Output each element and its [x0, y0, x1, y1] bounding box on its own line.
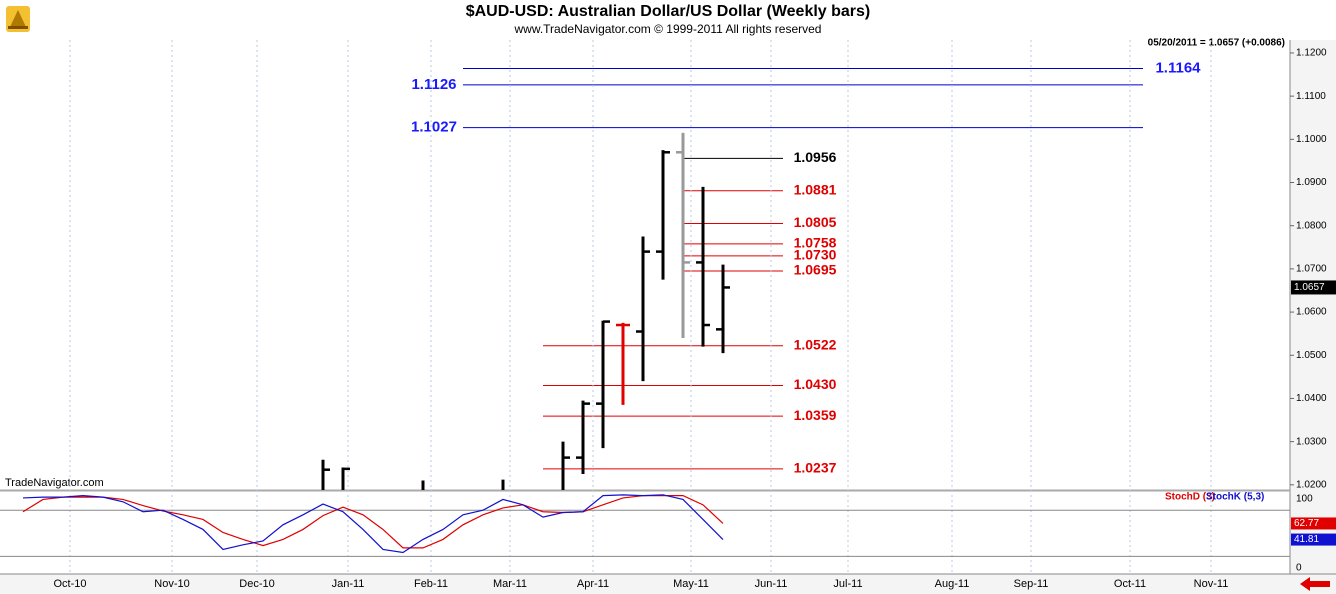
x-tick-label: Nov-10 — [154, 578, 189, 590]
y-tick-label: 1.0300 — [1296, 436, 1327, 447]
x-tick-label: Dec-10 — [239, 578, 274, 590]
y-tick-label: 1.0500 — [1296, 350, 1327, 361]
level-label: 1.1027 — [411, 119, 457, 136]
x-tick-label: Feb-11 — [414, 578, 448, 590]
value-tag — [1291, 517, 1336, 530]
logo — [6, 6, 30, 32]
stoch-line — [22, 495, 724, 549]
level-label: 1.1164 — [1155, 59, 1201, 76]
quote: 05/20/2011 = 1.0657 (+0.0086) — [1148, 38, 1285, 49]
y-tick-label: 1.0600 — [1296, 307, 1327, 318]
x-tick-label: Sep-11 — [1014, 578, 1049, 590]
price-pane: 1.1164 1.1126 1.1027 1.0956 1.0881 1.0805 1.07… — [321, 59, 1201, 490]
y-tick-label: 100 — [1296, 493, 1313, 504]
level-label: 1.0359 — [794, 407, 837, 423]
x-axis-strip — [0, 574, 1336, 594]
level-label: 1.0758 — [794, 235, 837, 251]
x-tick-label: Apr-11 — [577, 578, 609, 590]
value-tag-label: 62.77 — [1294, 518, 1319, 529]
x-tick-label: Oct-11 — [1114, 578, 1146, 590]
level-label: 1.0956 — [794, 149, 837, 165]
value-tag — [1291, 533, 1336, 546]
x-tick-label: Jan-11 — [332, 578, 365, 590]
stoch-line — [22, 494, 724, 554]
x-tick-label: Mar-11 — [493, 578, 527, 590]
subtitle: www.TradeNavigator.com © 1999-2011 All r… — [514, 22, 822, 36]
y-tick-label: 1.0400 — [1296, 393, 1327, 404]
level-label: 1.0237 — [794, 460, 837, 476]
level-label: 1.0522 — [794, 336, 837, 352]
legend-entry: StochD (3) — [1165, 492, 1215, 503]
scroll-arrow[interactable] — [1300, 577, 1330, 591]
y-tick-label: 1.1200 — [1296, 48, 1327, 59]
level-label: 1.0881 — [794, 181, 837, 197]
x-tick-label: Jul-11 — [833, 578, 862, 590]
level-label: 1.0805 — [794, 214, 837, 230]
x-tick-label: Nov-11 — [1194, 578, 1229, 590]
x-tick-label: Aug-11 — [935, 578, 970, 590]
x-tick-label: Oct-10 — [53, 578, 86, 590]
y-tick-label: 0 — [1296, 562, 1302, 573]
level-label: 1.0695 — [794, 262, 837, 278]
value-tag-label: 41.81 — [1294, 534, 1319, 545]
x-tick-label: May-11 — [673, 578, 709, 590]
level-label: 1.0430 — [794, 376, 837, 392]
y-tick-label: 1.0200 — [1296, 479, 1327, 490]
x-tick-label: Jun-11 — [755, 578, 788, 590]
price-tag — [1291, 280, 1336, 295]
y-axis-strip — [1290, 40, 1336, 574]
y-tick-label: 1.0900 — [1296, 177, 1327, 188]
y-tick-label: 1.1000 — [1296, 134, 1327, 145]
y-tick-label: 1.0800 — [1296, 220, 1327, 231]
level-label: 1.1126 — [411, 76, 456, 93]
level-label: 1.0730 — [794, 247, 837, 263]
title: $AUD-USD: Australian Dollar/US Dollar (W… — [466, 3, 871, 20]
y-tick-label: 1.1100 — [1296, 91, 1326, 102]
watermark: TradeNavigator.com — [5, 477, 104, 489]
legend-entry: StochK (5,3) — [1206, 492, 1264, 503]
price-tag-label: 1.0657 — [1294, 282, 1325, 293]
y-tick-label: 1.0700 — [1296, 264, 1327, 275]
